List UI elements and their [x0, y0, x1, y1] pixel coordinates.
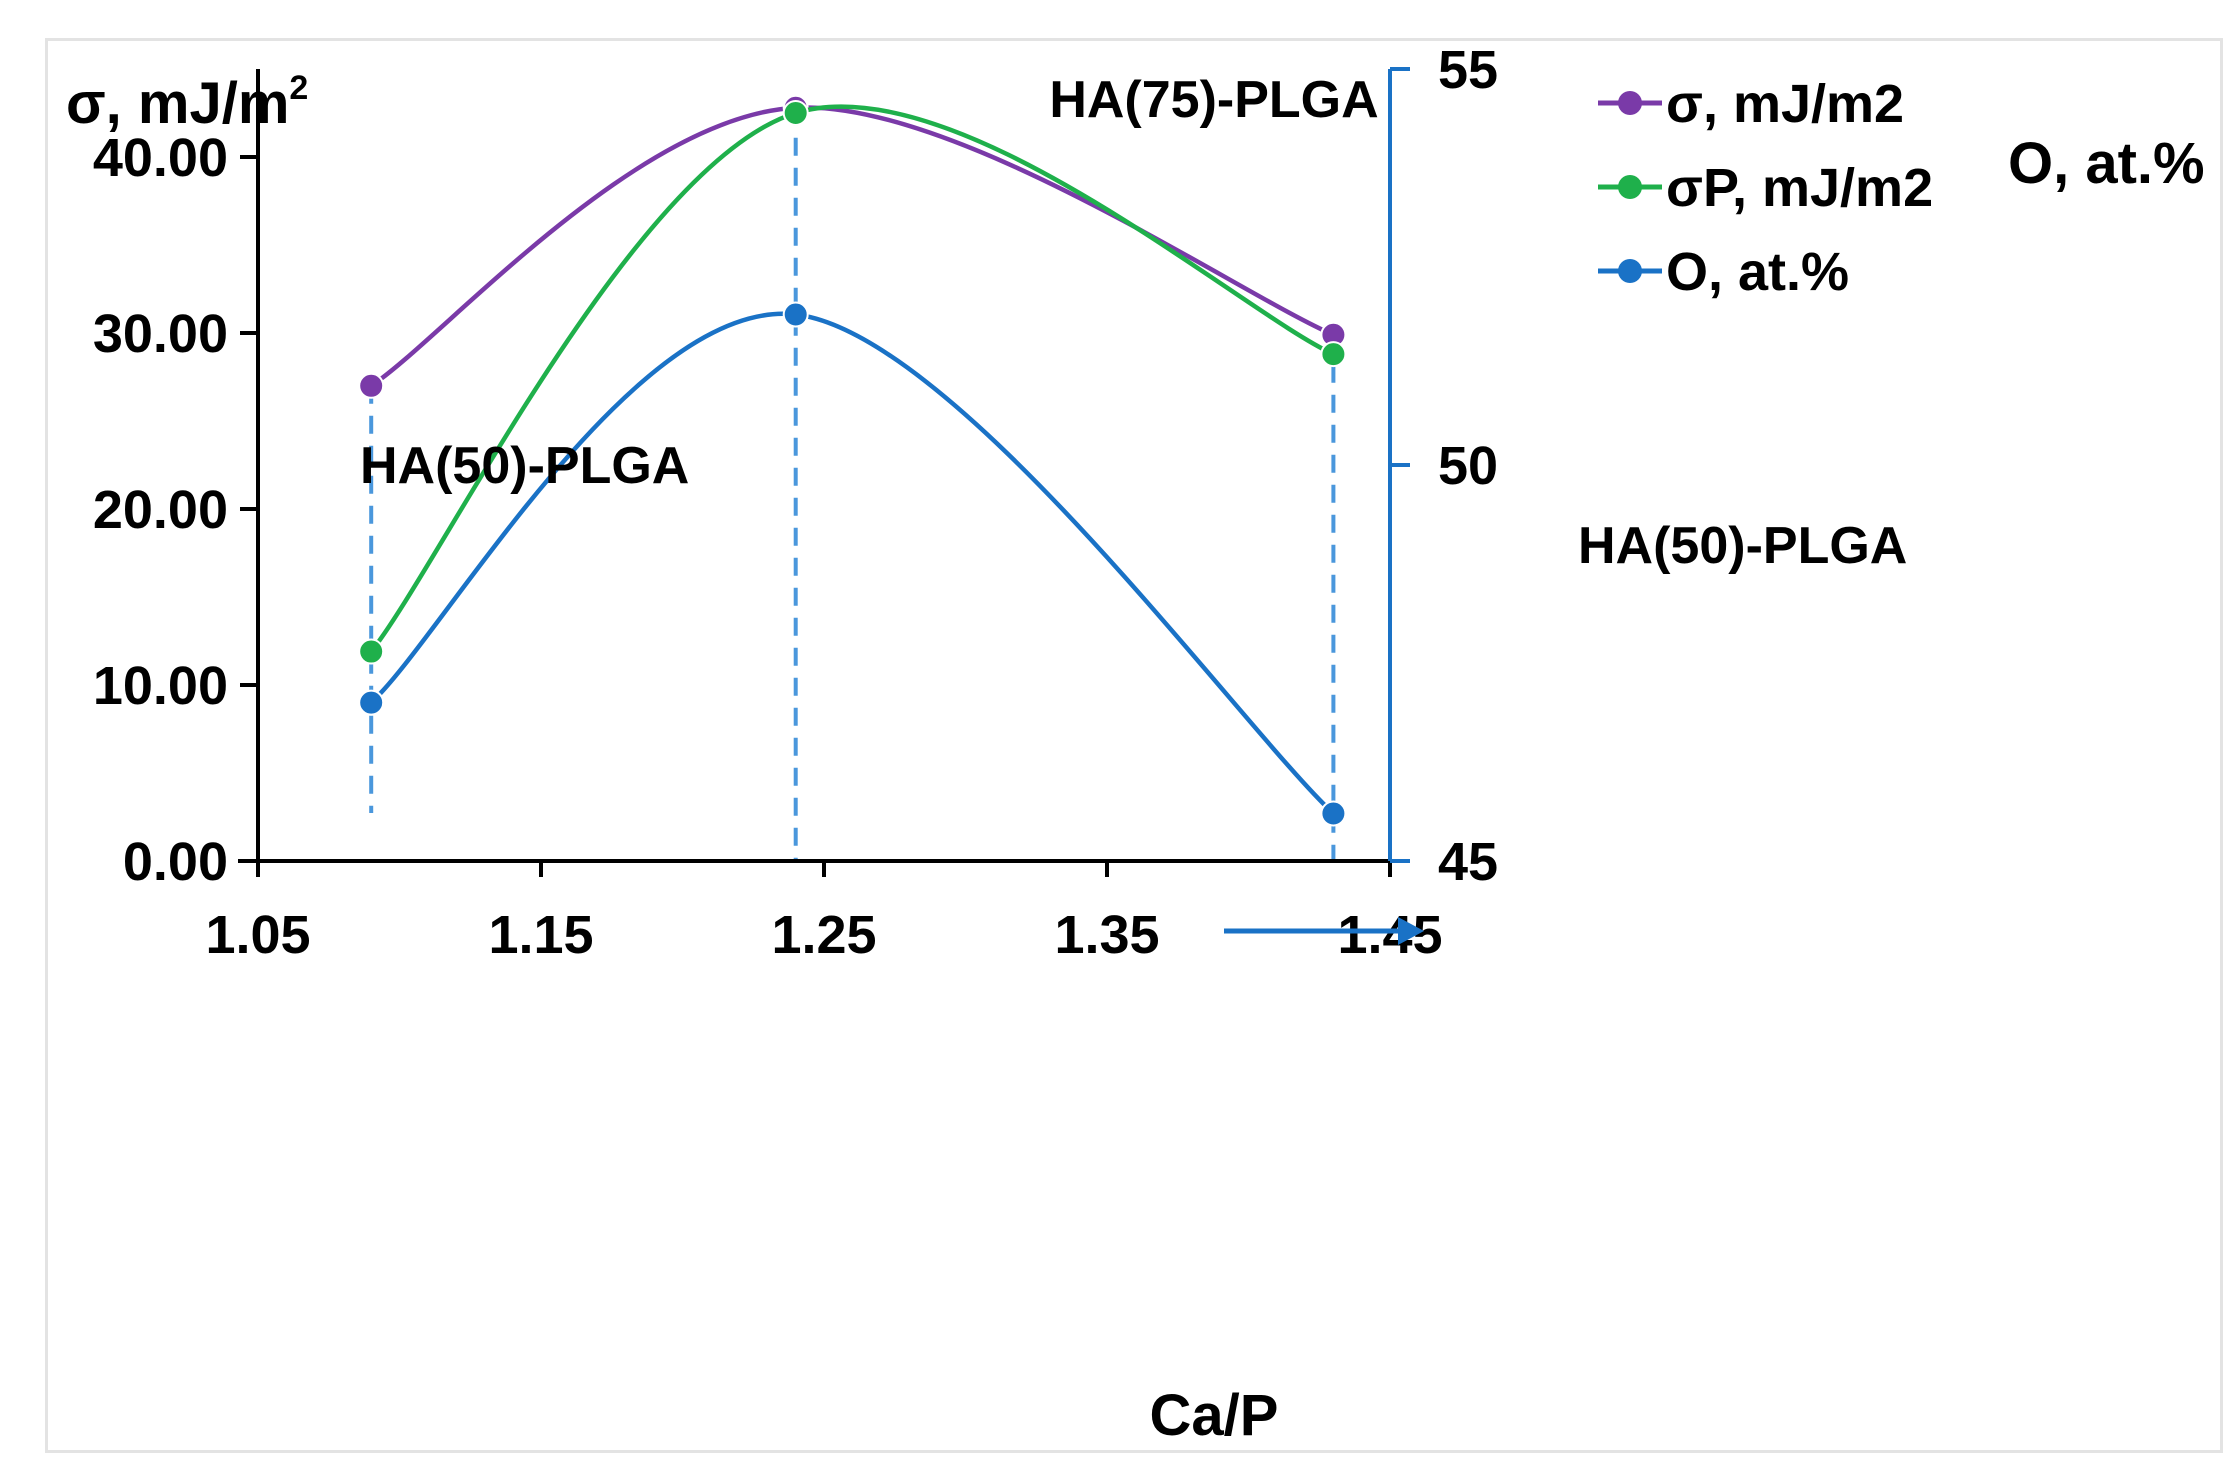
y-left-axis-title: σ, mJ/m2 — [66, 69, 308, 136]
point-annotation: HA(50)-PLGA — [360, 437, 689, 495]
y-right-tick-label: 45 — [1438, 832, 1498, 892]
arrow-head — [1398, 917, 1424, 945]
legend-marker — [1618, 259, 1642, 283]
y-left-tick-label: 0.00 — [123, 832, 228, 892]
x-tick-label: 1.15 — [488, 905, 593, 965]
series-line-1 — [369, 105, 1335, 388]
data-point — [358, 689, 385, 716]
x-tick-label: 1.45 — [1337, 905, 1442, 965]
legend-marker — [1618, 91, 1642, 115]
x-tick-label: 1.05 — [205, 905, 310, 965]
chart-frame: 1.05 1.15 1.25 1.35 1.45 0.00 10.00 20.00 30.00 4… — [45, 38, 2223, 1453]
x-axis-title: Ca/P — [1150, 1383, 1279, 1448]
y-left-axis-title-superscript: 2 — [289, 69, 308, 107]
right-axis-arrow — [1224, 917, 1424, 945]
y-left-tick-label: 30.00 — [93, 304, 228, 364]
dashed-guides — [369, 107, 1336, 861]
legend: σ, mJ/m2 σP, mJ/m2 O, at.% — [1598, 74, 1933, 302]
legend-marker — [1618, 175, 1642, 199]
ticks: 1.05 1.15 1.25 1.35 1.45 0.00 10.00 20.00 30.00 4… — [93, 41, 1498, 965]
y-right-tick-label: 55 — [1438, 41, 1498, 100]
data-point — [1320, 341, 1347, 368]
data-point — [358, 372, 385, 399]
legend-label: O, at.% — [1666, 242, 1849, 302]
series-group — [358, 94, 1347, 827]
data-point — [358, 638, 385, 665]
legend-label: σ, mJ/m2 — [1666, 74, 1904, 134]
x-tick-label: 1.25 — [771, 905, 876, 965]
y-left-axis-title-main: σ, mJ/m — [66, 71, 289, 136]
line-chart: 1.05 1.15 1.25 1.35 1.45 0.00 10.00 20.00 30.00 4… — [66, 41, 2205, 1448]
series-line-3 — [369, 311, 1335, 816]
annotations: HA(50)-PLGA HA(75)-PLGA HA(50)-PLGA — [360, 71, 1907, 575]
y-left-tick-label: 10.00 — [93, 656, 228, 716]
point-annotation: HA(75)-PLGA — [1049, 71, 1378, 129]
y-left-tick-label: 20.00 — [93, 480, 228, 540]
data-point — [782, 301, 809, 328]
data-point — [782, 100, 809, 126]
y-left-tick-label: 40.00 — [93, 128, 228, 188]
point-annotation: HA(50)-PLGA — [1578, 517, 1907, 575]
y-right-tick-label: 50 — [1438, 436, 1498, 496]
y-right-axis-title: O, at.% — [2008, 131, 2205, 196]
series-line-2 — [369, 104, 1335, 653]
x-tick-label: 1.35 — [1054, 905, 1159, 965]
data-point — [1320, 800, 1347, 827]
legend-label: σP, mJ/m2 — [1666, 158, 1933, 218]
